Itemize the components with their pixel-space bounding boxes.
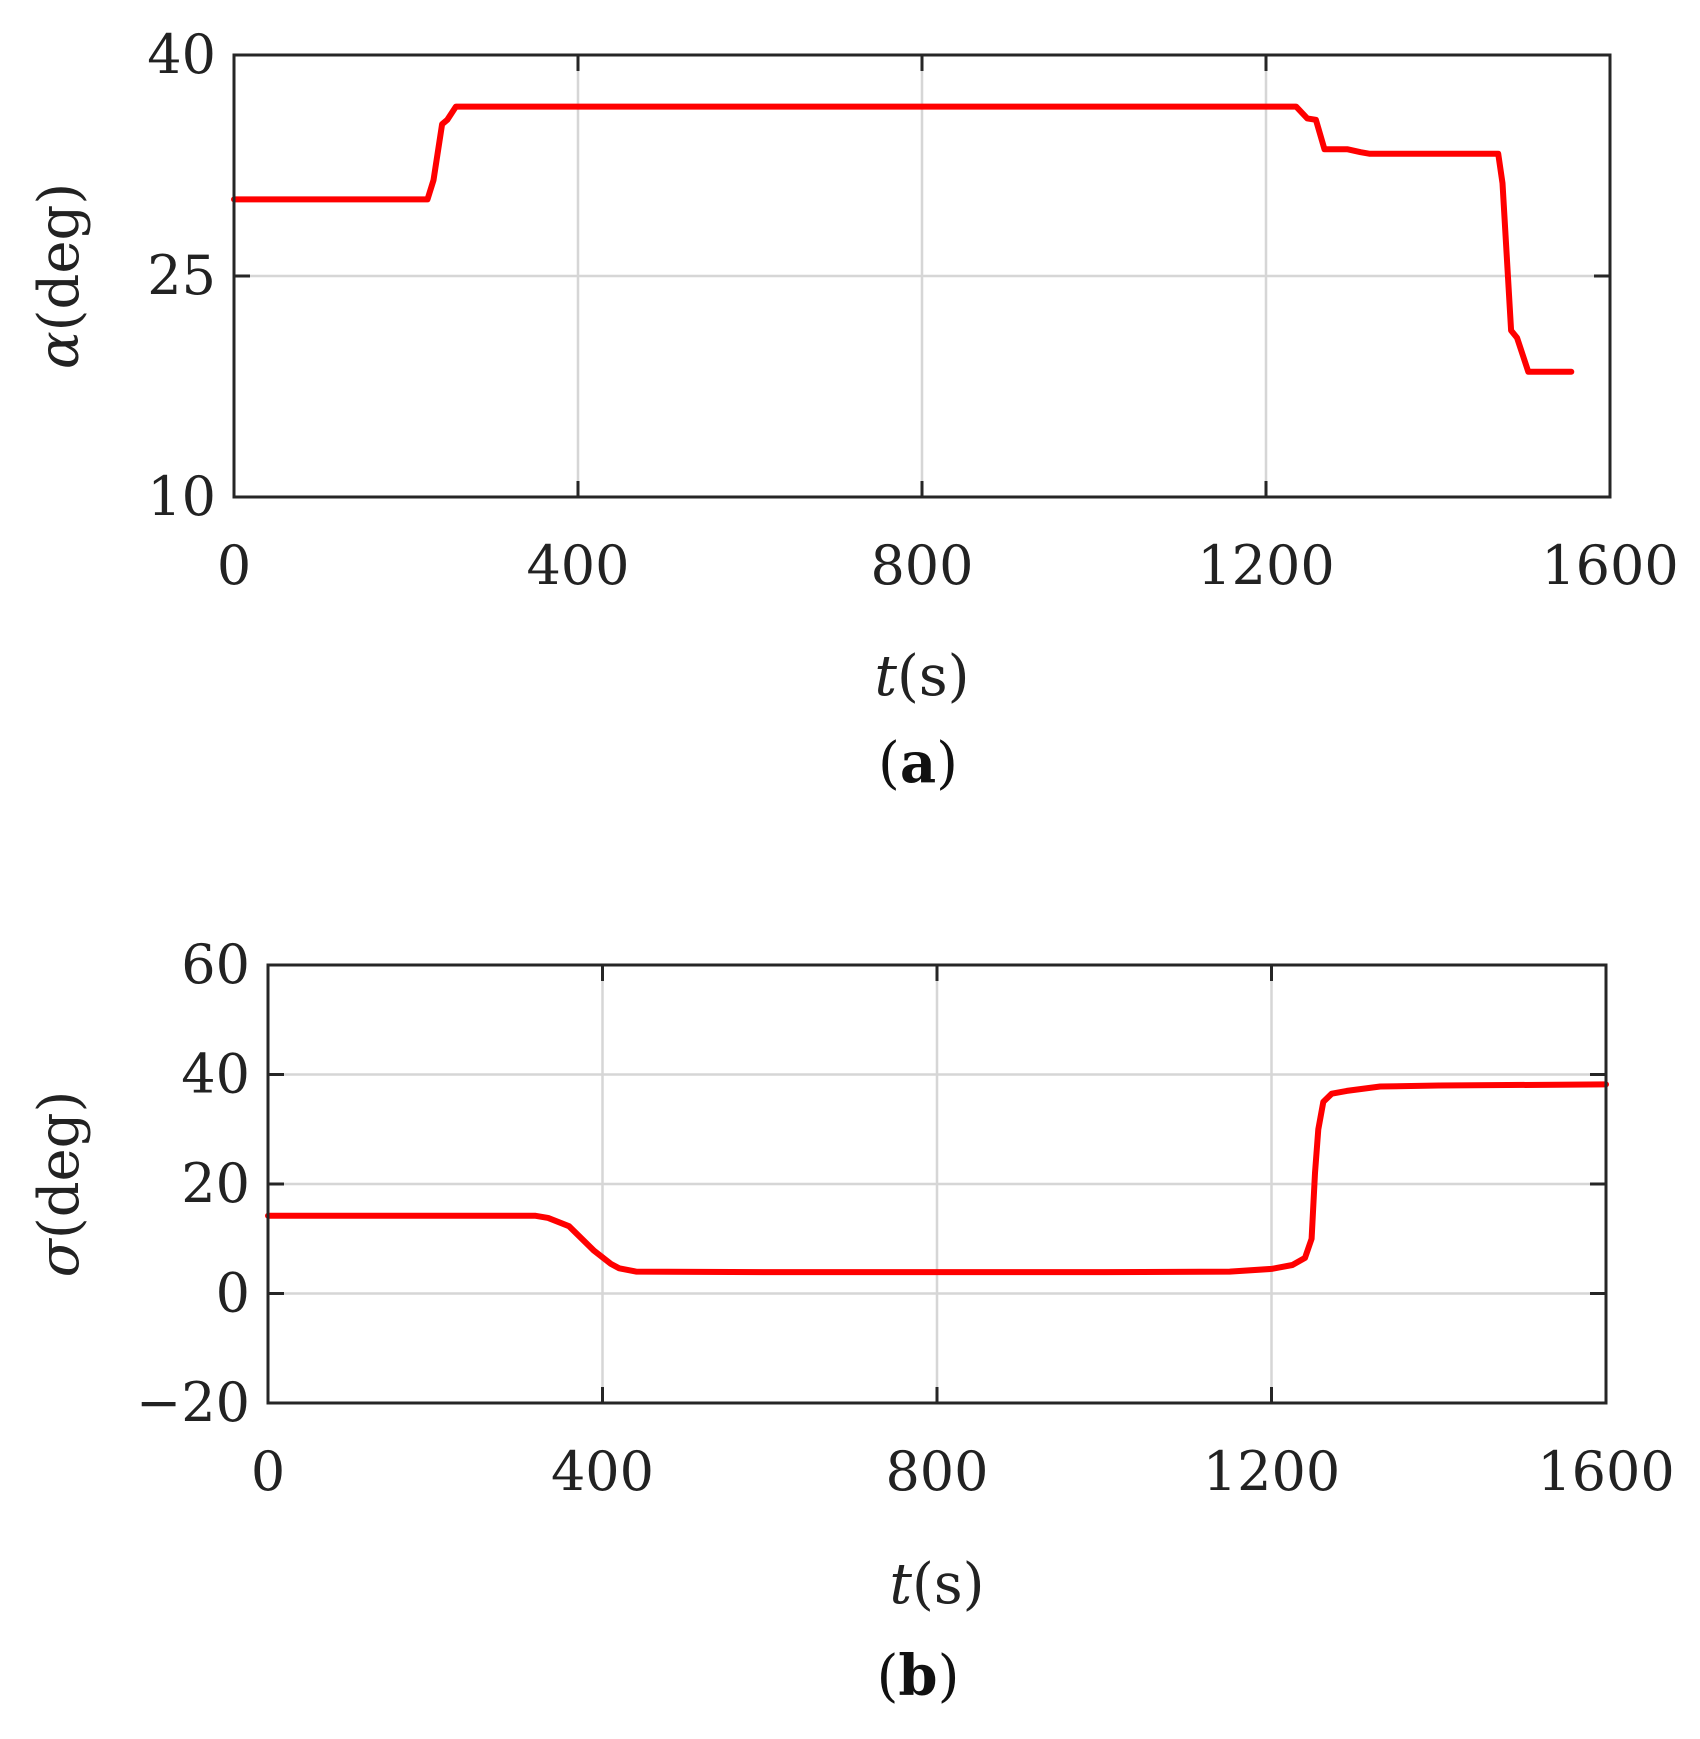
y-tick-label: −20 (136, 1371, 250, 1434)
y-axis-var-a: α (27, 331, 92, 369)
x-tick-label: 1200 (1197, 534, 1334, 597)
y-axis-var-b: σ (27, 1237, 92, 1277)
grid-b (268, 965, 1606, 1403)
x-axis-unit-a: (s) (897, 644, 969, 709)
x-tick-labels-a: 0 400 800 1200 1600 (217, 534, 1679, 597)
grid-a (234, 55, 1610, 497)
y-tick-label: 10 (147, 465, 216, 528)
y-axis-title-a: α(deg) (27, 183, 92, 369)
y-tick-label: 40 (181, 1043, 250, 1106)
x-axis-title-b: t(s) (890, 1552, 985, 1617)
x-tick-label: 800 (885, 1440, 988, 1503)
y-axis-title-b: σ(deg) (27, 1091, 92, 1278)
x-axis-var-b: t (890, 1552, 913, 1617)
y-tick-label: 0 (216, 1262, 250, 1325)
x-tick-label: 0 (217, 534, 251, 597)
x-axis-var-a: t (875, 644, 898, 709)
y-tick-labels-b: −20 0 20 40 60 (136, 933, 250, 1434)
panel-label-a: (a) (878, 730, 958, 796)
y-axis-unit-b: (deg) (27, 1091, 92, 1240)
x-tick-label: 800 (870, 534, 973, 597)
x-tick-label: 1600 (1537, 1440, 1674, 1503)
y-tick-label: 20 (181, 1152, 250, 1215)
series-layer-a (231, 103, 1575, 375)
series-line-b (265, 1081, 1609, 1276)
panel-label-b: (b) (877, 1643, 960, 1709)
series-line-a (231, 103, 1575, 375)
y-tick-labels-a: 10 25 40 (147, 23, 216, 528)
ticks-b (266, 963, 1608, 1405)
x-axis-title-a: t(s) (875, 644, 970, 709)
y-tick-label: 25 (147, 244, 216, 307)
x-tick-label: 400 (551, 1440, 654, 1503)
y-axis-unit-a: (deg) (27, 183, 92, 332)
chart-panel-a: 0 400 800 1200 1600 10 25 40 t(s) α(deg) (a) (27, 23, 1679, 796)
x-tick-label: 1600 (1541, 534, 1678, 597)
x-tick-labels-b: 0 400 800 1200 1600 (251, 1440, 1675, 1503)
x-tick-label: 400 (526, 534, 629, 597)
x-tick-label: 0 (251, 1440, 285, 1503)
x-tick-label: 1200 (1203, 1440, 1340, 1503)
y-tick-label: 40 (147, 23, 216, 86)
series-layer-b (265, 1081, 1609, 1276)
y-tick-label: 60 (181, 933, 250, 996)
x-axis-unit-b: (s) (912, 1552, 984, 1617)
ticks-a (232, 53, 1612, 499)
